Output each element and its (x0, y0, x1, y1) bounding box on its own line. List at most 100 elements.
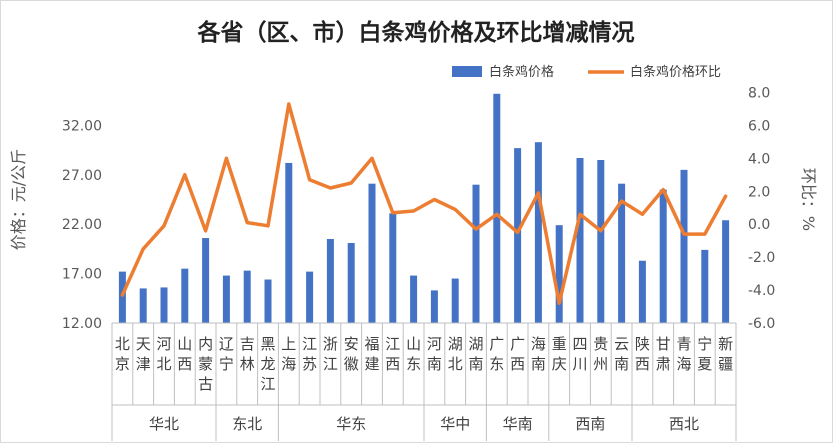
bar-江西 (389, 213, 397, 323)
line-point-上海 (287, 102, 291, 106)
category-label: 山东 (406, 335, 421, 373)
category-label: 宁夏 (697, 335, 712, 373)
bar-重庆 (555, 225, 563, 323)
right-tick-label: -2.0 (748, 250, 775, 266)
category-label: 吉林 (240, 335, 255, 373)
line-point-福建 (370, 156, 374, 160)
line-point-海南 (536, 191, 540, 195)
category-label: 江苏 (302, 335, 317, 373)
category-label: 湖南 (468, 335, 483, 373)
line-point-江西 (391, 211, 395, 215)
bar-四川 (576, 158, 584, 323)
bar-湖北 (451, 278, 459, 323)
bar-新疆 (722, 220, 730, 323)
category-label: 上海 (281, 335, 296, 373)
category-label: 河北 (156, 335, 171, 373)
line-point-新疆 (724, 194, 728, 198)
legend-bar-swatch (452, 66, 482, 77)
category-label: 江西 (385, 335, 400, 373)
category-label: 湖北 (448, 335, 463, 373)
bar-天津 (139, 288, 147, 323)
bar-安徽 (347, 242, 355, 323)
right-tick-label: 2.0 (748, 184, 770, 200)
line-point-吉林 (245, 221, 249, 225)
right-axis-title: 环比：% (799, 168, 818, 231)
bar-辽宁 (222, 275, 230, 323)
bar-吉林 (243, 270, 251, 323)
line-point-贵州 (599, 229, 603, 233)
line-series-mom (120, 102, 728, 305)
group-label: 西北 (669, 415, 699, 433)
line-point-宁夏 (703, 232, 707, 236)
line-point-河南 (432, 198, 436, 201)
category-label: 陕西 (635, 335, 650, 373)
right-tick-label: 4.0 (748, 151, 770, 167)
left-tick-label: 22.00 (62, 217, 102, 233)
group-label: 华东 (336, 415, 366, 433)
line-point-青海 (682, 232, 686, 236)
bar-青海 (680, 169, 688, 323)
category-label: 四川 (572, 335, 587, 373)
bar-甘肃 (659, 189, 667, 323)
left-tick-label: 27.00 (62, 168, 102, 184)
left-tick-label: 12.00 (62, 316, 102, 332)
plot-area: 12.00 17.00 22.00 27.00 32.00 -6.0 -4.0 -2.0 0.0… (9, 85, 818, 441)
bar-江苏 (306, 271, 314, 323)
line-point-辽宁 (224, 156, 228, 160)
legend: 白条鸡价格 白条鸡价格环比 (452, 64, 721, 80)
bar-北京 (118, 271, 126, 323)
category-label: 福建 (364, 335, 379, 373)
category-label: 河南 (427, 335, 442, 373)
line-point-黑龙江 (266, 224, 270, 228)
category-label: 辽宁 (219, 335, 234, 373)
bar-山东 (410, 275, 418, 323)
group-label: 华南 (503, 415, 533, 433)
line-point-内蒙古 (204, 229, 208, 233)
category-label: 广西 (510, 335, 525, 373)
category-label: 重庆 (552, 335, 567, 373)
line-point-山西 (183, 173, 187, 177)
bar-湖南 (472, 184, 480, 323)
category-label: 安徽 (344, 335, 359, 373)
category-label: 贵州 (593, 335, 608, 373)
bar-浙江 (326, 239, 334, 323)
bar-河北 (160, 287, 168, 323)
line-point-北京 (120, 293, 124, 297)
chart-title: 各省（区、市）白条鸡价格及环比增减情况 (197, 19, 635, 46)
line-point-陕西 (640, 212, 644, 216)
line-point-四川 (578, 212, 582, 216)
legend-bar-label: 白条鸡价格 (489, 64, 554, 80)
category-label: 内蒙古 (198, 335, 213, 393)
left-tick-label: 17.00 (62, 267, 102, 283)
bar-山西 (181, 268, 189, 323)
category-label: 天津 (136, 335, 151, 373)
line-point-云南 (620, 199, 624, 203)
category-label: 广东 (489, 335, 504, 373)
line-point-重庆 (557, 301, 561, 305)
bar-上海 (285, 162, 293, 323)
group-label: 西南 (575, 415, 605, 433)
bar-宁夏 (701, 249, 709, 323)
line-point-天津 (141, 247, 145, 251)
bar-河南 (430, 290, 438, 323)
right-tick-label: -4.0 (748, 283, 775, 299)
legend-line-label: 白条鸡价格环比 (630, 64, 721, 80)
line-point-河北 (162, 224, 166, 228)
bar-陕西 (638, 260, 646, 323)
bar-内蒙古 (202, 238, 210, 323)
right-tick-label: 6.0 (748, 118, 770, 134)
category-label: 青海 (676, 335, 691, 373)
category-label: 甘肃 (656, 335, 671, 373)
right-tick-label: 0.0 (748, 217, 770, 233)
bar-黑龙江 (264, 279, 272, 323)
group-label: 华中 (440, 415, 470, 433)
line-point-山东 (412, 209, 416, 213)
right-tick-label: -6.0 (748, 316, 775, 332)
bar-广东 (493, 93, 501, 323)
line-point-浙江 (328, 186, 332, 190)
line-point-湖南 (474, 227, 478, 231)
line-point-甘肃 (661, 188, 665, 192)
line-point-江苏 (308, 178, 312, 182)
category-label: 山西 (177, 335, 192, 373)
